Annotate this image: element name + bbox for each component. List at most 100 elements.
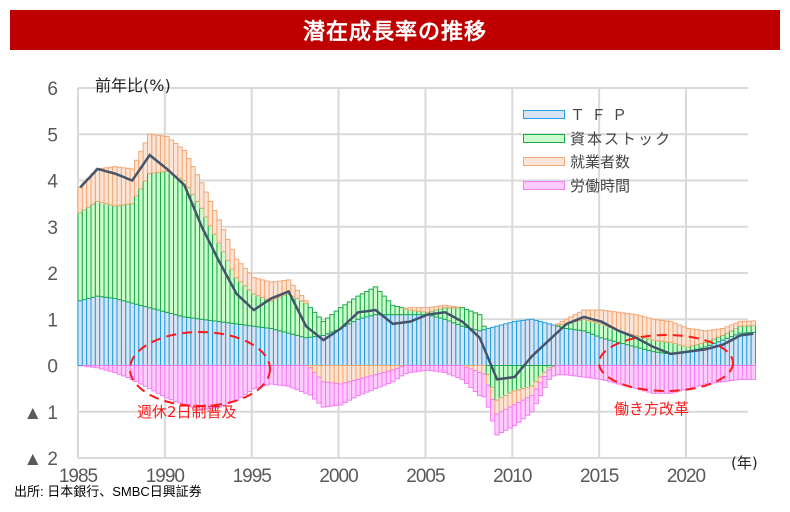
bar-segment-employment [381, 365, 387, 373]
y-tick-label: 4 [47, 172, 58, 193]
bar-segment-employment [259, 279, 266, 298]
bar-segment-employment [229, 248, 235, 270]
x-tick-label: 2005 [406, 466, 445, 487]
bar-segment-hours [338, 383, 344, 406]
bar-segment-tfp [616, 341, 622, 366]
bar-segment-hours [459, 365, 466, 380]
bar-segment-tfp [207, 319, 214, 366]
bar-segment-hours [81, 365, 88, 367]
bar-segment-employment [220, 229, 227, 253]
y-tick-label: 1 [47, 310, 58, 331]
bar-segment-capital [498, 365, 505, 399]
bar-segment-hours [576, 365, 583, 377]
bar-segment-capital [99, 201, 105, 298]
bar-segment-hours [694, 365, 700, 387]
bar-segment-tfp [203, 319, 209, 366]
bar-segment-tfp [342, 325, 348, 366]
bar-segment-tfp [116, 299, 122, 366]
bar-segment-employment [537, 376, 544, 384]
bar-segment-tfp [272, 329, 279, 366]
bar-segment-capital [589, 321, 596, 335]
bar-segment-capital [715, 336, 722, 343]
bar-segment-tfp [86, 297, 92, 366]
bar-segment-employment [168, 139, 175, 175]
bar-segment-employment [94, 168, 101, 202]
bar-segment-capital [94, 200, 101, 297]
bar-segment-capital [220, 251, 227, 323]
bar-segment-hours [329, 382, 335, 407]
bar-segment-employment [616, 311, 622, 332]
bar-segment-tfp [212, 320, 218, 366]
bar-segment-capital [533, 365, 539, 383]
bar-segment-capital [116, 204, 122, 301]
bar-segment-hours [86, 365, 92, 368]
bar-segment-capital [477, 314, 483, 332]
bar-segment-tfp [429, 315, 435, 366]
bar-segment-tfp [229, 322, 235, 366]
bar-segment-tfp [312, 336, 318, 366]
bar-segment-employment [103, 167, 109, 205]
bar-segment-employment [485, 374, 492, 386]
bar-segment-capital [325, 317, 331, 335]
bar-segment-hours [655, 365, 661, 394]
bar-segment-hours [450, 365, 457, 377]
bar-segment-employment [720, 328, 726, 336]
y-tick-label: 6 [47, 79, 58, 100]
bar-segment-capital [216, 242, 222, 323]
bar-segment-tfp [268, 328, 274, 366]
bar-segment-tfp [264, 327, 270, 366]
bar-segment-hours [529, 395, 535, 413]
bar-segment-hours [246, 365, 253, 393]
bar-segment-tfp [637, 347, 644, 366]
bar-segment-employment [181, 149, 188, 181]
x-tick-label: 2010 [493, 466, 532, 487]
bar-segment-hours [589, 365, 596, 379]
bar-segment-tfp [598, 337, 604, 366]
bar-segment-capital [138, 188, 144, 306]
bar-segment-tfp [303, 337, 309, 366]
bar-segment-employment [655, 319, 661, 342]
legend-swatch-capital [523, 133, 565, 143]
bar-segment-hours [307, 367, 314, 396]
bar-segment-capital [186, 186, 192, 319]
bar-segment-hours [155, 365, 162, 394]
bar-segment-employment [364, 365, 370, 378]
bar-segment-employment [190, 166, 196, 195]
bar-segment-capital [411, 310, 418, 316]
bar-segment-employment [420, 307, 426, 313]
bar-segment-hours [133, 365, 140, 383]
bar-segment-hours [251, 365, 257, 390]
bar-segment-employment [125, 167, 131, 205]
bar-segment-employment [559, 321, 565, 325]
bar-segment-tfp [550, 324, 557, 366]
bar-segment-hours [225, 365, 231, 405]
bar-segment-employment [707, 329, 713, 342]
bar-segment-tfp [333, 329, 340, 366]
bar-segment-tfp [668, 353, 674, 366]
bar-segment-capital [281, 295, 287, 333]
bar-segment-employment [238, 263, 244, 283]
bar-segment-employment [442, 304, 448, 309]
bar-segment-capital [107, 204, 114, 299]
bar-segment-employment [216, 219, 222, 244]
bar-segment-hours [707, 365, 713, 384]
bar-segment-capital [285, 293, 292, 334]
bar-segment-hours [294, 365, 300, 391]
bar-segment-hours [177, 365, 183, 404]
bar-segment-hours [403, 365, 409, 375]
bar-segment-employment [225, 238, 231, 261]
bar-segment-tfp [90, 296, 96, 366]
bar-segment-hours [411, 365, 418, 373]
bar-segment-tfp [316, 335, 322, 366]
bar-segment-tfp [290, 333, 296, 366]
bar-segment-capital [168, 173, 175, 314]
potential-growth-line [79, 153, 754, 381]
bar-segment-employment [728, 324, 735, 332]
bar-segment-capital [607, 326, 613, 341]
bar-segment-hours [351, 380, 357, 399]
bar-segment-capital [338, 307, 344, 329]
bar-segment-hours [711, 365, 717, 384]
bar-segment-capital [242, 285, 248, 326]
bar-segment-employment [477, 365, 483, 373]
